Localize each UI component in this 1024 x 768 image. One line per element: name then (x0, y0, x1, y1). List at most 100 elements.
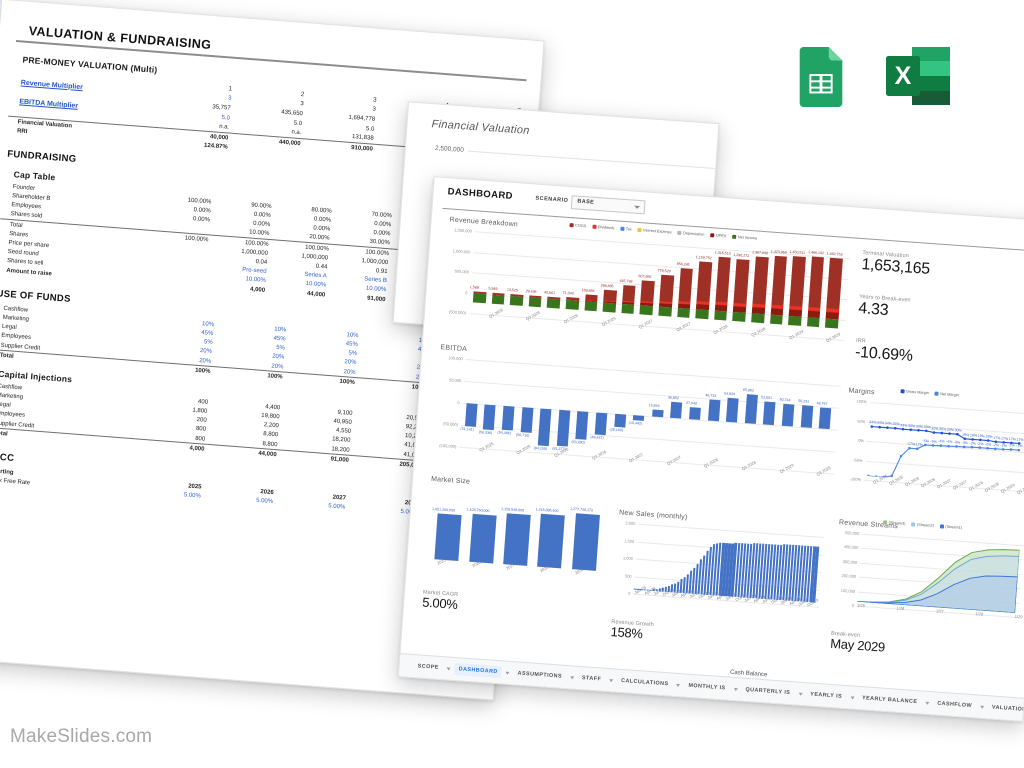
sheet-tab-dashboard[interactable]: DASHBOARD (454, 663, 503, 679)
bar[interactable] (651, 409, 664, 418)
bar[interactable] (688, 406, 701, 420)
chevron-down-icon[interactable] (505, 671, 510, 675)
bar-negative-segment[interactable] (547, 298, 561, 309)
bar[interactable] (603, 289, 617, 304)
bar[interactable] (770, 255, 788, 316)
x-axis-tick: Q1 2027 (628, 451, 645, 464)
bar[interactable] (649, 589, 652, 591)
bar[interactable] (707, 399, 721, 422)
chart-revenue-streams[interactable]: Revenue Streams (Stream3) (Stream2) (Strea… (832, 519, 1024, 638)
bar[interactable] (537, 408, 552, 447)
sheet-tab-valuation[interactable]: VALUATION (991, 704, 1024, 713)
bar[interactable] (800, 405, 813, 428)
bar-negative-segment[interactable] (584, 300, 598, 311)
sheet-tab-quarterly-is[interactable]: QUARTERLY IS (745, 686, 791, 697)
bar-negative-segment[interactable] (472, 292, 487, 303)
bar-negative-segment[interactable] (491, 294, 505, 305)
sheet-tab-staff[interactable]: STAFF (581, 675, 602, 683)
bar-negative-segment[interactable] (695, 308, 709, 319)
bar[interactable] (537, 513, 566, 569)
bar[interactable] (733, 258, 750, 313)
bar[interactable] (464, 403, 478, 427)
bar[interactable] (621, 285, 636, 305)
bar[interactable] (640, 589, 643, 591)
chart-new-sales[interactable]: New Sales (monthly) 2,000 1,500 1,000 500 0 J… (612, 509, 825, 627)
chart-ebitda[interactable]: EBITDA 100,000 50,000 0 (50,000) (100,000) (5… (432, 344, 842, 494)
sheet-tab-calculations[interactable]: CALCULATIONS (620, 677, 669, 688)
bar[interactable] (613, 413, 626, 428)
chevron-down-icon[interactable] (569, 675, 575, 680)
sheet-tab-assumptions[interactable]: ASSUMPTIONS (517, 670, 563, 680)
bar[interactable] (744, 394, 758, 424)
chevron-down-icon[interactable] (925, 701, 930, 705)
x-axis-tick: Q3 2025 (515, 443, 532, 456)
bar[interactable] (575, 411, 589, 440)
bar-negative-segment[interactable] (714, 310, 728, 321)
bar[interactable] (670, 401, 683, 419)
bar[interactable] (788, 256, 806, 317)
bar[interactable] (659, 274, 674, 308)
sheet-tab-monthly-is[interactable]: MONTHLY IS (688, 682, 726, 692)
bar-negative-segment[interactable] (732, 311, 746, 322)
bar[interactable] (696, 261, 713, 310)
scenario-dropdown[interactable]: BASE (570, 195, 646, 215)
bar[interactable] (468, 513, 497, 564)
chevron-down-icon[interactable] (849, 695, 855, 700)
bar-negative-segment[interactable] (602, 302, 616, 313)
bar-negative-segment[interactable] (788, 315, 802, 326)
bar[interactable] (825, 257, 843, 320)
bar[interactable] (503, 513, 531, 566)
bar[interactable] (781, 403, 795, 427)
bar[interactable] (556, 409, 571, 447)
chevron-down-icon[interactable] (733, 687, 738, 691)
bar-negative-segment[interactable] (639, 304, 654, 315)
y-axis-tick: 50,000 (448, 377, 462, 384)
bar[interactable] (818, 407, 832, 430)
bar[interactable] (677, 268, 693, 309)
chevron-down-icon[interactable] (798, 692, 803, 696)
bar[interactable] (434, 513, 462, 561)
bar[interactable] (726, 397, 739, 423)
chevron-down-icon[interactable] (446, 666, 451, 671)
bar-negative-segment[interactable] (621, 303, 635, 314)
bar[interactable] (483, 404, 496, 430)
chevron-down-icon[interactable] (676, 683, 681, 687)
bar-negative-segment[interactable] (528, 296, 542, 307)
bar[interactable] (763, 401, 776, 426)
bar-negative-segment[interactable] (565, 299, 579, 310)
legend-label: Tax (625, 227, 632, 232)
chart-market-size[interactable]: Market Size 1,051,200,000 2025 1,103,760,0… (423, 476, 611, 601)
chevron-down-icon[interactable] (609, 678, 614, 682)
bar[interactable] (640, 279, 655, 306)
sheet-tab-yearly-balance[interactable]: YEARLY BALANCE (861, 695, 918, 706)
kpi-value: -10.69% (854, 343, 914, 365)
bar-negative-segment[interactable] (676, 307, 691, 318)
chevron-down-icon[interactable] (979, 705, 985, 709)
bar[interactable] (646, 589, 649, 591)
bar-negative-segment[interactable] (769, 314, 783, 325)
bar[interactable] (594, 412, 608, 435)
bar[interactable] (520, 407, 534, 433)
all-sheets-icon[interactable] (405, 660, 407, 670)
bar[interactable] (807, 256, 825, 318)
bar-negative-segment[interactable] (658, 306, 672, 317)
bar[interactable] (632, 415, 645, 421)
bar[interactable] (655, 588, 658, 592)
chart-margins[interactable]: Margins Gross Margin Net Margin 100% 50% 0%… (841, 387, 1024, 512)
legend-swatch (900, 389, 905, 394)
bar[interactable] (751, 256, 769, 314)
bar-negative-segment[interactable] (806, 316, 821, 327)
bar[interactable] (571, 513, 600, 571)
bar-negative-segment[interactable] (825, 318, 839, 329)
chart-revenue-breakdown[interactable]: Revenue Breakdown COGS Dividends Tax Intere… (441, 216, 850, 362)
spreadsheet-dashboard[interactable]: DASHBOARD SCENARIO BASE Revenue Breakdow… (397, 176, 1024, 722)
bar[interactable] (501, 405, 515, 431)
legend-item[interactable]: Tax (620, 226, 632, 232)
sheet-tab-yearly-is[interactable]: YEARLY IS (810, 691, 843, 700)
sheet-tab-scope[interactable]: SCOPE (417, 663, 439, 671)
bar[interactable] (714, 256, 732, 312)
bar[interactable] (637, 589, 640, 590)
bar-negative-segment[interactable] (509, 295, 524, 306)
bar-negative-segment[interactable] (751, 312, 765, 323)
sheet-tab-cashflow[interactable]: CASHFLOW (937, 700, 973, 710)
